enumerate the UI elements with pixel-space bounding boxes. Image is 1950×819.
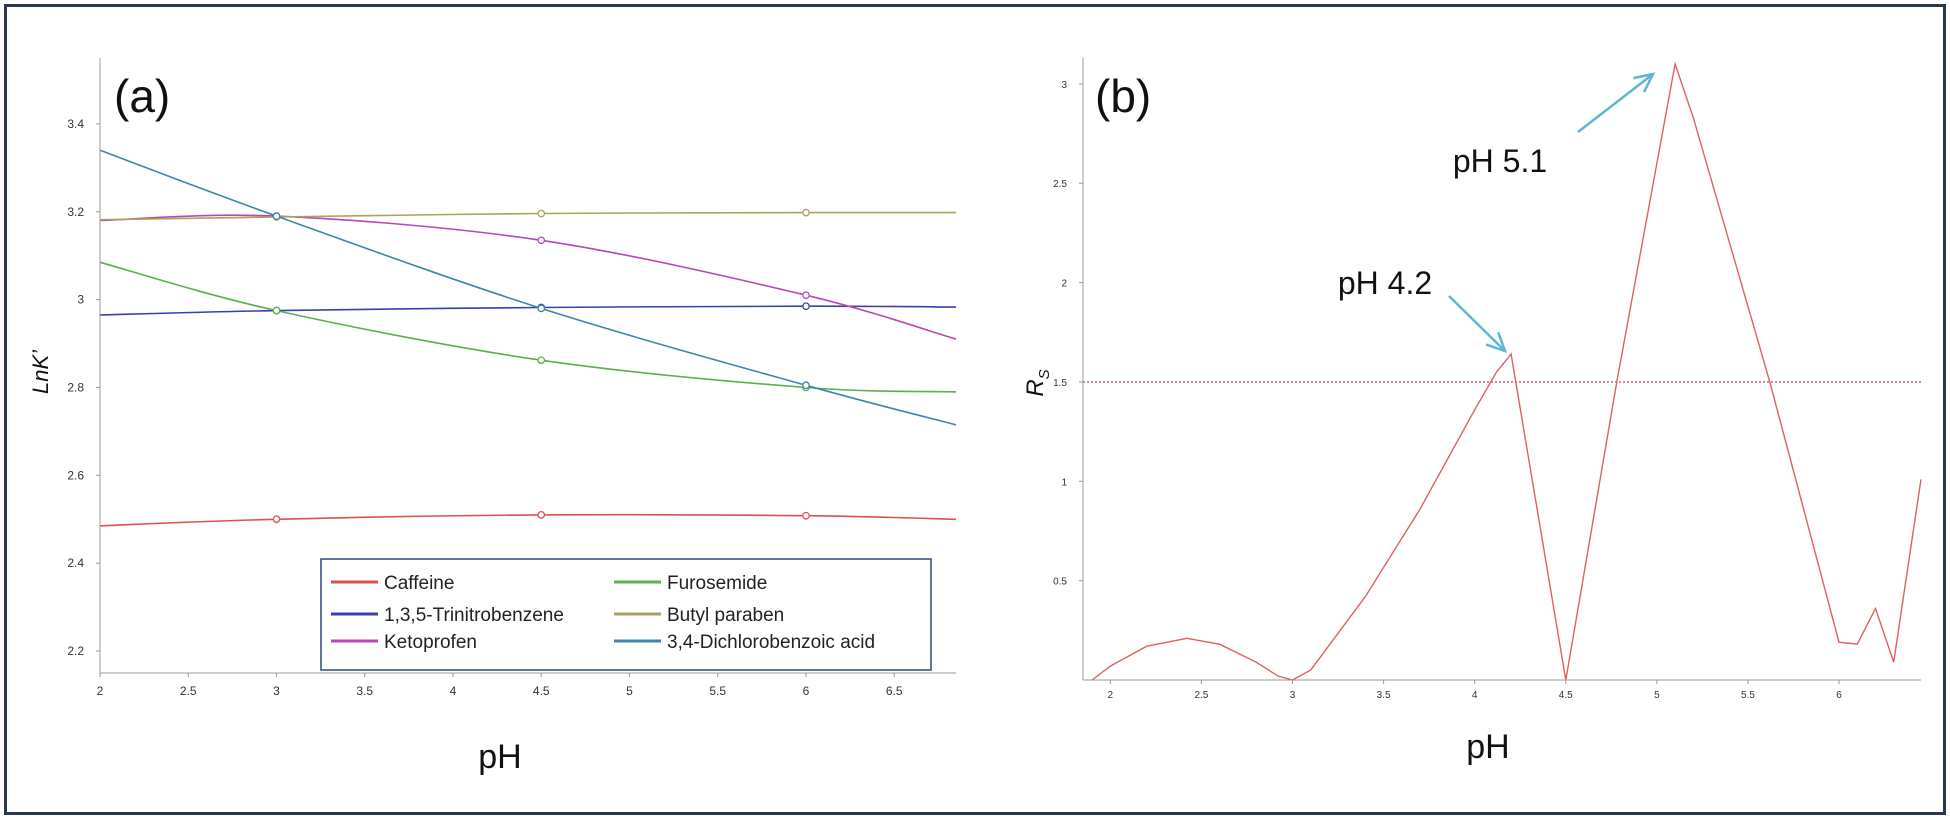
x-tick-label: 2 (97, 684, 104, 698)
panel-a-x-axis-label: pH (478, 738, 521, 776)
legend-label: Furosemide (667, 573, 767, 594)
annotation-arrow-head (1633, 72, 1656, 93)
y-tick-label: 1.5 (1053, 378, 1067, 389)
x-tick-label: 6 (803, 684, 810, 698)
legend-item-furosemide: Furosemide (614, 573, 767, 594)
y-tick-label: 3.2 (67, 205, 84, 219)
panel-b-y-axis-label: RS (1022, 369, 1053, 396)
x-tick-label: 4 (1472, 690, 1478, 701)
legend-item-caffeine: Caffeine (331, 573, 454, 594)
series-line-0 (99, 513, 957, 527)
svg-text:RS: RS (1022, 369, 1053, 396)
x-tick-label: 5.5 (709, 684, 726, 698)
x-tick-label: 5.5 (1741, 690, 1755, 701)
x-tick-label: 3 (273, 684, 280, 698)
series-marker-2 (802, 291, 810, 300)
series-marker-5 (802, 381, 810, 390)
x-tick-label: 3.5 (1377, 690, 1391, 701)
series-line-2 (99, 214, 957, 340)
series-line-3 (99, 261, 957, 393)
ylabel-subscript: S (1036, 369, 1053, 379)
legend-label: 3,4-Dichlorobenzoic acid (667, 632, 875, 653)
annotation-arrow-shaft (1577, 73, 1654, 133)
x-tick-label: 2.5 (180, 684, 197, 698)
panel-b: 2 2.5 3 3.5 4 4.5 5 5.5 6 0.5 1 1.5 2 2.5 3 (b) pH RS… (1022, 58, 1922, 766)
legend-label: Butyl paraben (667, 605, 784, 626)
series-marker-1 (802, 302, 810, 311)
panel-b-label: (b) (1095, 70, 1151, 122)
legend-label: Caffeine (384, 573, 454, 594)
y-tick-label: 2.4 (67, 556, 84, 570)
y-tick-label: 2.6 (67, 468, 84, 482)
series-marker-0 (537, 511, 546, 519)
x-tick-label: 6.5 (886, 684, 903, 698)
annotation-label: pH 4.2 (1338, 265, 1432, 301)
series-marker-3 (537, 356, 546, 365)
annotation-arrow-head (1485, 331, 1508, 354)
legend-item-dichlorobenzoic-acid: 3,4-Dichlorobenzoic acid (614, 632, 875, 653)
panel-a: 2 2.5 3 3.5 4 4.5 5 5.5 6 6.5 2.2 2.4 2.6 2.8 3 3.2 3.4… (28, 58, 957, 776)
y-tick-label: 2.5 (1053, 179, 1067, 190)
y-tick-label: 3 (1061, 80, 1067, 91)
y-tick-label: 3 (77, 293, 84, 307)
series-marker-4 (537, 209, 546, 218)
x-tick-label: 5 (626, 684, 633, 698)
legend-item-butyl-paraben: Butyl paraben (614, 605, 784, 626)
x-tick-label: 2 (1108, 690, 1114, 701)
series-marker-0 (802, 511, 810, 520)
y-tick-label: 2.8 (67, 380, 84, 394)
legend-item-trinitrobenzene: 1,3,5-Trinitrobenzene (331, 605, 564, 626)
series-marker-3 (272, 306, 281, 315)
series-marker-4 (802, 208, 810, 217)
x-tick-label: 4 (450, 684, 457, 698)
panel-a-legend: Caffeine 1,3,5-Trinitrobenzene Ketoprofe… (320, 558, 932, 671)
legend-label: Ketoprofen (384, 632, 477, 653)
x-tick-label: 3.5 (356, 684, 373, 698)
legend-item-ketoprofen: Ketoprofen (331, 632, 477, 653)
y-tick-label: 2 (1061, 279, 1067, 290)
series-marker-2 (537, 236, 546, 245)
x-tick-label: 4.5 (533, 684, 550, 698)
x-tick-label: 4.5 (1559, 690, 1573, 701)
legend-label: 1,3,5-Trinitrobenzene (384, 605, 564, 626)
y-tick-label: 0.5 (1053, 577, 1067, 588)
y-tick-label: 3.4 (67, 117, 84, 131)
annotation-arrow-shaft (1448, 295, 1506, 352)
ylabel-main: R (1022, 379, 1049, 396)
series-marker-5 (537, 304, 546, 313)
y-tick-label: 2.2 (67, 644, 84, 658)
panel-a-label: (a) (114, 70, 170, 122)
resolution-line (1091, 61, 1922, 681)
series-marker-0 (272, 515, 281, 524)
panel-a-y-axis-label: LnK’ (28, 349, 53, 394)
series-marker-5 (272, 212, 281, 220)
series-line-1 (99, 305, 957, 316)
x-tick-label: 6 (1836, 690, 1842, 701)
x-tick-label: 2.5 (1194, 690, 1208, 701)
x-tick-label: 3 (1290, 690, 1296, 701)
x-tick-label: 5 (1654, 690, 1660, 701)
panel-b-x-axis-label: pH (1466, 728, 1509, 766)
y-tick-label: 1 (1061, 477, 1067, 488)
annotation-label: pH 5.1 (1453, 143, 1547, 179)
series-line-5 (99, 149, 957, 426)
